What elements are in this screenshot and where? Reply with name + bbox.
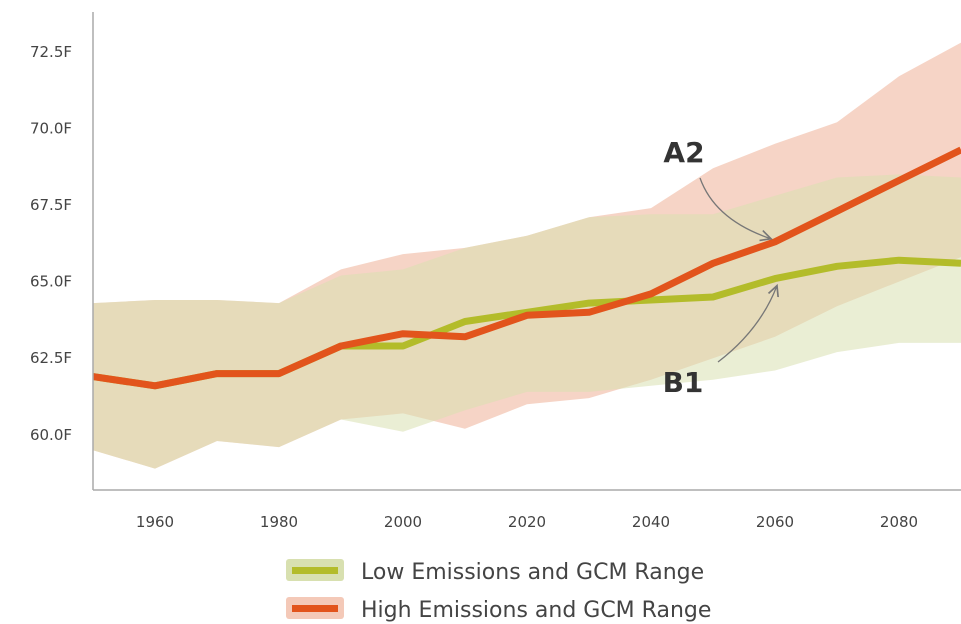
- annotation-label: B1: [663, 366, 704, 399]
- y-tick-label: 62.5F: [30, 349, 72, 367]
- annotations: A2 B1: [663, 136, 777, 399]
- y-tick-label: 70.0F: [30, 119, 72, 137]
- annotation-label: A2: [663, 136, 704, 169]
- x-tick-label: 2040: [632, 513, 670, 531]
- legend-label-high-emissions-and-gcm-range: High Emissions and GCM Range: [361, 598, 711, 623]
- x-tick-label: 1980: [260, 513, 298, 531]
- x-tick-labels: 1960 1980 2000 2020 2040 2060 2080: [136, 513, 918, 531]
- legend-swatch-line: [292, 605, 338, 612]
- y-tick-label: 65.0F: [30, 273, 72, 291]
- axes: [92, 12, 961, 491]
- x-tick-label: 2000: [384, 513, 422, 531]
- annotation-arrow: [717, 286, 777, 363]
- y-tick-label: 60.0F: [30, 426, 72, 444]
- legend-label-low-emissions-and-gcm-range: Low Emissions and GCM Range: [361, 560, 704, 585]
- x-tick-label: 2020: [508, 513, 546, 531]
- legend: Low Emissions and GCM Range High Emission…: [286, 559, 711, 623]
- y-tick-labels: 60.0F 62.5F 65.0F 67.5F 70.0F 72.5F: [30, 43, 72, 444]
- x-tick-label: 2060: [756, 513, 794, 531]
- series-lines: [92, 146, 961, 390]
- x-tick-label: 2080: [880, 513, 918, 531]
- y-tick-label: 72.5F: [30, 43, 72, 61]
- y-tick-label: 67.5F: [30, 196, 72, 214]
- band-low-emissions-and-gcm-range: [93, 174, 961, 469]
- annotation-arrow: [699, 177, 771, 239]
- line-high-emissions-and-gcm-range: [92, 146, 961, 390]
- x-tick-label: 1960: [136, 513, 174, 531]
- uncertainty-bands: [93, 42, 961, 469]
- legend-swatch-line: [292, 567, 338, 574]
